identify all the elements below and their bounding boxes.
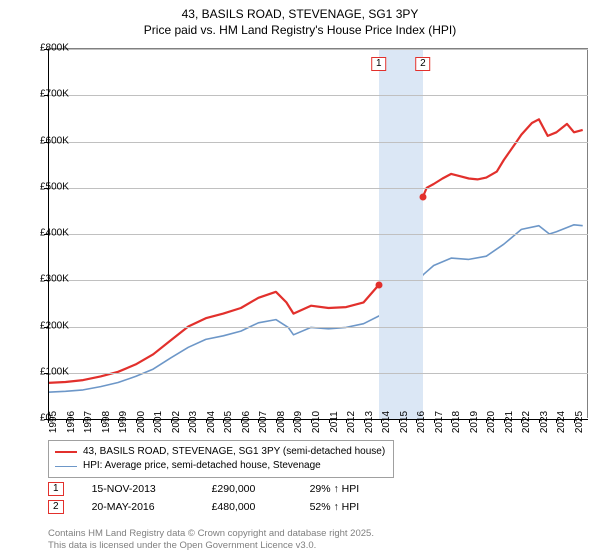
chart-area: 12 £0£100K£200K£300K£400K£500K£600K£700K… [48,48,588,418]
sale-price: £290,000 [212,483,282,495]
plot-region: 12 [48,48,588,418]
x-axis-label: 2013 [364,411,375,433]
x-axis-label: 2019 [469,411,480,433]
footer-attribution: Contains HM Land Registry data © Crown c… [48,528,374,552]
x-axis-label: 2010 [311,411,322,433]
x-axis-label: 1999 [118,411,129,433]
x-axis-label: 2004 [206,411,217,433]
x-axis-label: 2017 [434,411,445,433]
sale-point-dot [419,194,426,201]
gridline-h [48,280,588,281]
x-axis-label: 2015 [399,411,410,433]
y-axis-label: £500K [40,181,42,192]
x-axis-label: 2022 [521,411,532,433]
y-axis-label: £600K [40,135,42,146]
sale-row: 2 20-MAY-2016 £480,000 52% ↑ HPI [48,500,359,514]
gridline-h [48,188,588,189]
sale-point-dot [375,281,382,288]
title-block: 43, BASILS ROAD, STEVENAGE, SG1 3PY Pric… [0,0,600,38]
gridline-h [48,373,588,374]
gridline-h [48,49,588,50]
x-axis-label: 2003 [188,411,199,433]
x-axis-label: 1998 [101,411,112,433]
sale-price: £480,000 [212,501,282,513]
series-line [48,119,583,383]
x-axis-label: 2020 [486,411,497,433]
footer-line-1: Contains HM Land Registry data © Crown c… [48,528,374,540]
y-axis-label: £700K [40,89,42,100]
x-axis-label: 1997 [83,411,94,433]
sales-table: 1 15-NOV-2013 £290,000 29% ↑ HPI 2 20-MAY-201… [48,482,359,518]
legend-label: 43, BASILS ROAD, STEVENAGE, SG1 3PY (sem… [83,445,385,459]
legend-item: HPI: Average price, semi-detached house,… [55,459,385,473]
y-axis-label: £800K [40,43,42,54]
legend-item: 43, BASILS ROAD, STEVENAGE, SG1 3PY (sem… [55,445,385,459]
x-axis-label: 2023 [539,411,550,433]
y-axis-label: £300K [40,274,42,285]
y-axis-label: £100K [40,366,42,377]
x-axis-label: 2000 [136,411,147,433]
legend-swatch [55,451,77,453]
sale-marker-ref: 1 [48,482,64,496]
gridline-h [48,327,588,328]
title-line-2: Price paid vs. HM Land Registry's House … [0,22,600,38]
x-axis-label: 2011 [329,411,340,433]
x-axis-label: 2009 [293,411,304,433]
title-line-1: 43, BASILS ROAD, STEVENAGE, SG1 3PY [0,6,600,22]
sale-marker: 1 [371,57,387,71]
legend-swatch [55,466,77,467]
gridline-h [48,95,588,96]
y-axis-label: £0 [40,413,42,424]
x-axis-label: 2007 [258,411,269,433]
x-axis-label: 2025 [574,411,585,433]
y-axis-label: £400K [40,228,42,239]
x-axis-label: 2006 [241,411,252,433]
x-axis-label: 2024 [556,411,567,433]
footer-line-2: This data is licensed under the Open Gov… [48,540,374,552]
x-axis-label: 2021 [504,411,515,433]
legend-box: 43, BASILS ROAD, STEVENAGE, SG1 3PY (sem… [48,440,394,478]
x-axis-label: 2001 [153,411,164,433]
sale-marker-ref: 2 [48,500,64,514]
sale-date: 15-NOV-2013 [92,483,184,495]
sale-marker: 2 [415,57,431,71]
x-axis-label: 2005 [223,411,234,433]
x-axis-label: 1995 [48,411,59,433]
y-axis-label: £200K [40,320,42,331]
x-axis-label: 1996 [66,411,77,433]
x-axis-label: 2012 [346,411,357,433]
gridline-h [48,142,588,143]
chart-container: 43, BASILS ROAD, STEVENAGE, SG1 3PY Pric… [0,0,600,560]
sale-date: 20-MAY-2016 [92,501,184,513]
sale-row: 1 15-NOV-2013 £290,000 29% ↑ HPI [48,482,359,496]
gridline-h [48,234,588,235]
x-axis-label: 2018 [451,411,462,433]
sale-pct: 29% ↑ HPI [310,483,360,495]
x-axis-label: 2014 [381,411,392,433]
x-axis-label: 2008 [276,411,287,433]
x-axis-label: 2002 [171,411,182,433]
x-axis-label: 2016 [416,411,427,433]
legend-label: HPI: Average price, semi-detached house,… [83,459,321,473]
sale-pct: 52% ↑ HPI [310,501,360,513]
